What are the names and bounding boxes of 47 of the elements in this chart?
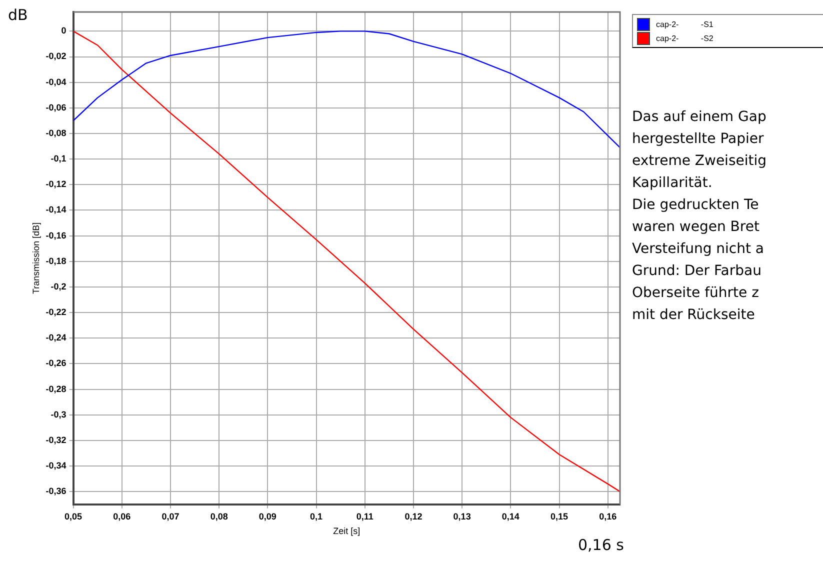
x-tick-label: 0,16 <box>599 511 617 522</box>
x-tick-label: 0,05 <box>64 511 82 522</box>
text: Die gedruckten Te <box>632 196 760 215</box>
y-tick-label: -0,1 <box>50 154 66 164</box>
x-tick-label: 0,08 <box>210 511 228 522</box>
y-tick-label: -0,18 <box>46 256 66 266</box>
y-tick-label: -0,22 <box>46 307 66 318</box>
legend-label: cap-2- -S1 <box>655 18 714 31</box>
y-tick-label: -0,06 <box>46 102 66 112</box>
y-tick-label: -0,2 <box>50 281 66 292</box>
text: Kapillarität. <box>632 174 714 193</box>
text: Grund: Der Farbau <box>632 262 762 281</box>
y-tick-label: -0,34 <box>46 460 66 471</box>
x-tick-label: 0,11 <box>356 511 374 522</box>
y-tick-label: -0,08 <box>46 128 66 138</box>
y-tick-label: -0,24 <box>46 332 66 343</box>
text: mit der Rückseite <box>632 306 756 325</box>
text: hergestellte Papier <box>632 130 765 149</box>
x-tick-label: 0,07 <box>162 511 180 522</box>
text: Versteifung nicht a <box>632 240 766 259</box>
x-axis-title: Zeit [s] <box>333 526 360 536</box>
y-tick-label: -0,12 <box>46 179 66 190</box>
x-tick-label: 0,13 <box>453 511 471 522</box>
y-tick-label: -0,04 <box>46 76 66 87</box>
text: 0,16 s <box>578 536 624 554</box>
y-tick-label: -0,32 <box>46 434 66 445</box>
x-tick-label: 0,12 <box>404 511 422 522</box>
y-tick-label: -0,28 <box>46 384 66 394</box>
text: dB <box>8 6 28 24</box>
text: extreme Zweiseitig <box>632 152 767 171</box>
y-tick-label: -0,14 <box>46 204 66 215</box>
y-tick-label: -0,16 <box>46 230 66 240</box>
legend-label: cap-2- -S2 <box>655 32 714 45</box>
y-tick-label: 0 <box>61 26 66 36</box>
x-tick-label: 0,09 <box>258 511 276 522</box>
x-tick-label: 0,15 <box>550 511 568 522</box>
text: Oberseite führte z <box>632 284 760 303</box>
y-tick-label: -0,36 <box>46 486 66 496</box>
y-axis-title: Transmission [dB] <box>30 222 41 294</box>
y-tick-label: -0,26 <box>46 358 66 368</box>
x-tick-label: 0,06 <box>113 511 131 522</box>
y-tick-label: -0,02 <box>46 51 66 62</box>
text: waren wegen Bret <box>632 218 760 237</box>
x-tick-label: 0,1 <box>310 511 323 522</box>
y-tick-label: -0,3 <box>50 409 66 420</box>
text: Das auf einem Gap <box>632 108 767 127</box>
x-tick-label: 0,14 <box>502 511 520 522</box>
